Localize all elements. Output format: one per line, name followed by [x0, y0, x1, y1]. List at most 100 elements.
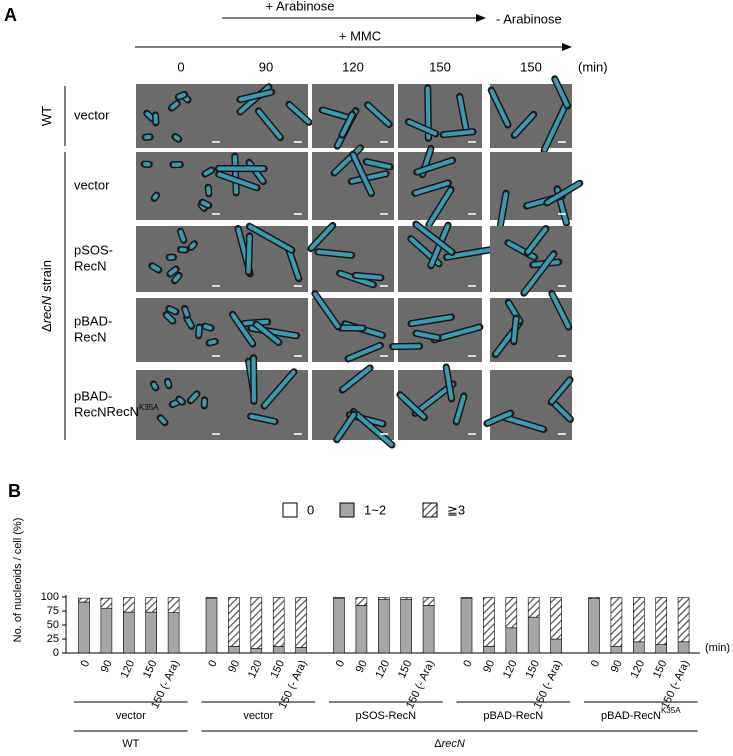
bar-segment: [588, 597, 600, 599]
cell: [411, 179, 452, 197]
cell: [285, 100, 313, 126]
nucleoid: [168, 255, 175, 260]
x-tick-label: 150: [396, 658, 415, 680]
bar-segment: [333, 597, 345, 599]
nucleoid: [414, 331, 440, 340]
cell: [231, 152, 240, 197]
bar-segment: [78, 597, 90, 603]
group-label: pBAD-RecN: [483, 710, 543, 722]
cell: [351, 271, 385, 282]
bar-segment: [632, 641, 645, 654]
y-tick-label: 0: [53, 647, 59, 659]
cell: [523, 225, 550, 257]
nucleoid: [433, 325, 481, 342]
label-part: WT: [122, 738, 139, 750]
bar-segment: [400, 598, 413, 654]
nucleoid: [341, 366, 372, 392]
nucleoid: [231, 313, 255, 346]
cell: [551, 75, 572, 110]
nucleoid: [248, 224, 294, 252]
cell: [204, 183, 213, 198]
nucleoid: [201, 200, 210, 208]
bar-segment: [295, 647, 307, 654]
x-tick-label: 0: [79, 658, 92, 669]
group-label: pBAD-RecNK35A: [601, 706, 681, 722]
label-part: K35A: [139, 403, 159, 412]
nucleoid: [287, 248, 301, 280]
cell: [333, 410, 358, 444]
cell: [156, 414, 169, 427]
nucleoid: [189, 392, 199, 402]
bar-segment: [655, 597, 668, 645]
nucleoid: [347, 343, 382, 361]
cell: [171, 133, 183, 143]
nucleoid: [246, 234, 252, 274]
nucleoid: [444, 365, 454, 400]
nucleoid: [340, 325, 365, 331]
bar-segment: [550, 638, 562, 654]
nucleoid: [553, 77, 570, 108]
y-tick-label: 100: [41, 591, 59, 603]
cell: [349, 150, 375, 198]
nucleoid: [217, 166, 266, 171]
nucleoid: [150, 264, 160, 272]
cell: [236, 88, 276, 104]
cell: [187, 390, 201, 405]
x-tick-label: 150: [523, 658, 542, 680]
nucleoid: [164, 313, 175, 323]
nucleoid: [442, 129, 475, 137]
nucleoid: [144, 134, 152, 140]
cell: [439, 128, 477, 139]
strain-label: WT: [39, 106, 54, 126]
cell: [140, 160, 153, 168]
strain-label: ΔrecN: [434, 738, 465, 750]
bar-segment: [610, 645, 623, 654]
nucleoid: [354, 273, 382, 280]
nucleoid: [351, 153, 374, 195]
bar-segment: [505, 627, 518, 654]
cell: [201, 166, 216, 178]
nucleoid: [454, 394, 466, 423]
cell: [285, 245, 303, 283]
cell: [149, 380, 160, 392]
cell: [510, 314, 520, 346]
bar-segment: [78, 601, 90, 654]
nucleoid: [206, 186, 211, 195]
bar-segment: [610, 597, 623, 647]
row-label: vector: [74, 177, 110, 192]
nucleoid: [352, 410, 394, 447]
nucleoid: [257, 109, 282, 139]
nucleoid: [165, 380, 171, 387]
x-tick-label: 90: [99, 658, 115, 674]
micrograph: [398, 84, 482, 148]
x-tick-label: 0: [206, 658, 219, 669]
panel-label: B: [8, 481, 21, 501]
nucleoid: [542, 104, 567, 152]
cell: [176, 246, 190, 254]
cell: [344, 341, 384, 363]
row-label: vector: [74, 107, 110, 122]
time-point: 0: [177, 59, 184, 74]
bar-segment: [167, 612, 180, 654]
nucleoid: [549, 378, 572, 404]
cell: [181, 304, 191, 319]
label-part: vector: [116, 710, 146, 722]
bar-segment: [460, 597, 473, 599]
nucleoid: [545, 181, 581, 205]
nucleoid: [183, 307, 189, 317]
nucleoid: [316, 249, 353, 258]
cell: [152, 111, 160, 127]
bar-segment: [377, 597, 390, 600]
nucleoid: [189, 242, 196, 249]
x-tick-label: 0: [334, 658, 347, 669]
legend-label: 1~2: [364, 502, 386, 517]
bar-segment: [588, 598, 600, 654]
label-part: Δ: [434, 738, 442, 750]
cell: [442, 363, 456, 403]
nucleoid: [152, 382, 158, 390]
nucleoid: [503, 415, 545, 432]
bar-segment: [228, 645, 240, 654]
nucleoid: [309, 224, 335, 250]
bar-segment: [677, 641, 690, 654]
bar-segment: [550, 597, 562, 640]
